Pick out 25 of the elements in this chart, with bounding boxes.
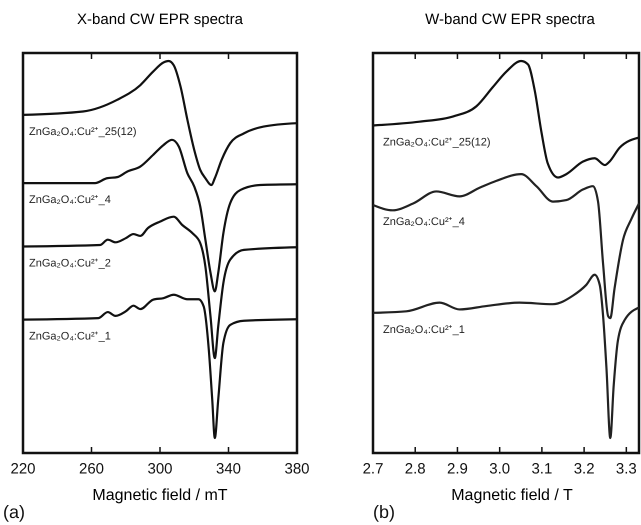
x-tick-label: 2.7	[362, 460, 384, 478]
series-label: ZnGa₂O₄:Cu²⁺_25(12)	[29, 126, 137, 138]
series-label: ZnGa₂O₄:Cu²⁺_4	[383, 216, 465, 228]
x-tick-label: 380	[284, 460, 310, 478]
x-axis-title: Magnetic field / mT	[92, 487, 228, 504]
series-label: ZnGa₂O₄:Cu²⁺_2	[29, 257, 111, 270]
series-label: ZnGa₂O₄:Cu²⁺_4	[29, 194, 111, 206]
series-label: ZnGa₂O₄:Cu²⁺_1	[29, 330, 111, 343]
x-tick-label: 3.2	[574, 460, 595, 478]
text: (a)	[3, 502, 25, 522]
x-tick-label: 3.3	[616, 460, 637, 478]
series-label: ZnGa₂O₄:Cu²⁺_1	[383, 324, 465, 336]
series-label: ZnGa₂O₄:Cu²⁺_25(12)	[383, 136, 491, 148]
x-tick-label: 3.1	[531, 460, 552, 478]
x-tick-label: 260	[78, 460, 104, 478]
x-tick-label: 340	[216, 460, 242, 478]
x-tick-label: 3.0	[489, 460, 510, 478]
x-tick-label: 220	[10, 460, 36, 478]
x-tick-label: 2.8	[404, 460, 426, 478]
x-tick-label: 300	[147, 460, 173, 478]
text: (b)	[373, 502, 395, 522]
chart-title: X-band CW EPR spectra	[77, 11, 244, 28]
x-axis-title: Magnetic field / T	[451, 487, 573, 504]
x-tick-label: 2.9	[447, 460, 468, 478]
chart-title: W-band CW EPR spectra	[425, 11, 596, 28]
